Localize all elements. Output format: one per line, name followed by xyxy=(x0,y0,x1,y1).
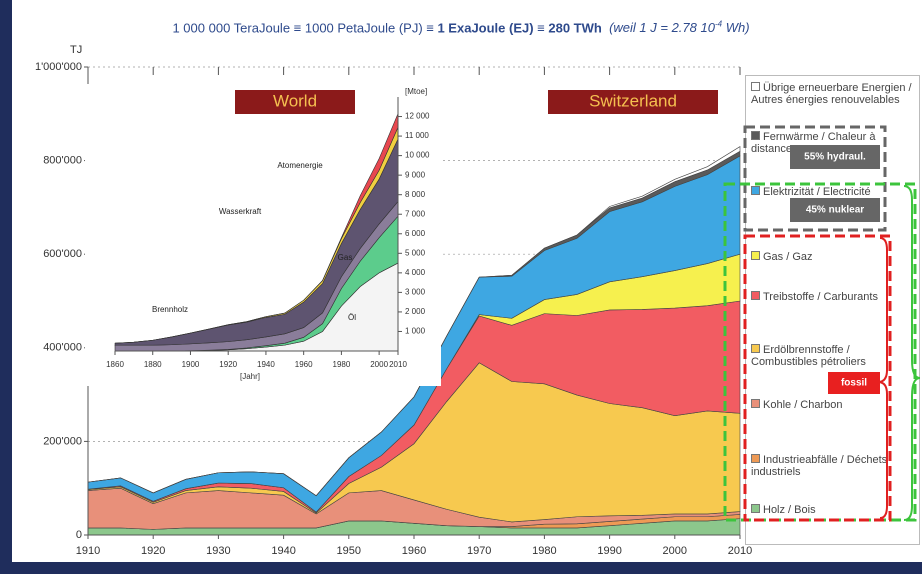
legend-swatch xyxy=(751,131,760,140)
x-tick-label: 1860 xyxy=(106,360,124,369)
y-axis-label: TJ xyxy=(70,44,82,56)
series-label: Brennholz xyxy=(152,305,188,314)
area xyxy=(87,146,741,497)
x-tick-label: 1910 xyxy=(76,545,100,557)
y-tick-label: 800'000 xyxy=(43,155,82,167)
x-tick-label: 1960 xyxy=(295,360,313,369)
legend-label: Elektrizität / Electricité xyxy=(763,186,871,198)
legend-swatch xyxy=(751,251,760,260)
legend-item: Kohle / Charbon xyxy=(751,399,919,411)
chart-title: Switzerland xyxy=(589,91,677,110)
legend-item: Treibstoffe / Carburants xyxy=(751,291,919,303)
series-label: Wasserkraft xyxy=(219,207,262,216)
y-tick-label: 4 000 xyxy=(405,268,426,277)
legend-swatch xyxy=(751,399,760,408)
legend-label: Treibstoffe / Carburants xyxy=(763,291,878,303)
series-label: Kohle xyxy=(320,183,341,192)
legend: Übrige erneuerbare Energien / Autres éne… xyxy=(745,75,920,545)
legend-label: Holz / Bois xyxy=(763,504,816,516)
header-note: (weil 1 J = 2.78 10 xyxy=(609,20,715,36)
legend-item: Fernwärme / Chaleur à distance xyxy=(751,131,919,155)
y-tick-label: 1'000'000 xyxy=(35,61,82,73)
legend-item: Industrieabfälle / Déchets industriels xyxy=(751,454,919,478)
x-tick-label: 1900 xyxy=(182,360,200,369)
y-tick-label: 9 000 xyxy=(405,170,426,179)
y-tick-label: 7 000 xyxy=(405,209,426,218)
legend-swatch xyxy=(751,291,760,300)
y-tick-label: 12 000 xyxy=(405,112,430,121)
y-tick-label: 1 000 xyxy=(405,327,426,336)
y-tick-label: 400'000 xyxy=(43,342,82,354)
x-tick-label: 1940 xyxy=(257,360,275,369)
legend-item: Übrige erneuerbare Energien / Autres éne… xyxy=(751,82,919,106)
x-axis-label: [Jahr] xyxy=(240,372,260,381)
inset-title: World xyxy=(273,91,317,110)
legend-swatch xyxy=(751,82,760,91)
legend-label: Industrieabfälle / Déchets industriels xyxy=(751,454,888,478)
x-tick-label: 1980 xyxy=(532,545,556,557)
y-tick-label: 600'000 xyxy=(43,248,82,260)
header-note: Wh) xyxy=(722,20,750,36)
legend-swatch xyxy=(751,186,760,195)
legend-item: Elektrizität / Electricité xyxy=(751,186,919,198)
header-text: 1 000 000 TeraJoule ≡ 1000 PetaJoule (PJ… xyxy=(172,20,438,36)
y-tick-label: 8 000 xyxy=(405,190,426,199)
legend-label: Erdölbrennstoffe / Combustibles pétrolie… xyxy=(751,344,866,368)
y-tick-label: 3 000 xyxy=(405,287,426,296)
y-axis-label: [Mtoe] xyxy=(405,87,427,96)
y-tick-label: 11 000 xyxy=(405,131,429,140)
legend-item: Gas / Gaz xyxy=(751,251,919,263)
x-tick-label: 1980 xyxy=(333,360,351,369)
legend-swatch xyxy=(751,344,760,353)
x-tick-label: 1950 xyxy=(337,545,361,557)
x-tick-label: 2000 xyxy=(663,545,687,557)
x-tick-label: 2000 xyxy=(370,360,388,369)
x-tick-label: 1990 xyxy=(597,545,621,557)
header: 1 000 000 TeraJoule ≡ 1000 PetaJoule (PJ… xyxy=(0,20,922,35)
y-tick-label: 0 xyxy=(76,529,82,541)
y-tick-label: 10 000 xyxy=(405,151,430,160)
x-tick-label: 1970 xyxy=(467,545,491,557)
x-tick-label: 1920 xyxy=(141,545,165,557)
series-label: Öl xyxy=(348,313,356,322)
x-tick-label: 1930 xyxy=(206,545,230,557)
y-tick-label: 200'000 xyxy=(43,435,82,447)
y-tick-label: 6 000 xyxy=(405,229,426,238)
title-box xyxy=(235,90,355,114)
legend-item: Erdölbrennstoffe / Combustibles pétrolie… xyxy=(751,344,919,368)
x-tick-label: 2010 xyxy=(389,360,407,369)
y-tick-label: 5 000 xyxy=(405,248,426,257)
header-exponent: -4 xyxy=(714,20,723,29)
series-label: Atomenergie xyxy=(277,161,323,170)
y-tick-label: 2 000 xyxy=(405,307,426,316)
legend-item: Holz / Bois xyxy=(751,504,919,516)
header-bold: 1 ExaJoule (EJ) ≡ 280 TWh xyxy=(437,20,602,36)
x-tick-label: 1920 xyxy=(219,360,237,369)
title-box xyxy=(548,90,718,114)
x-tick-label: 2010 xyxy=(728,545,752,557)
legend-label: Übrige erneuerbare Energien / Autres éne… xyxy=(751,82,912,106)
x-tick-label: 1960 xyxy=(402,545,426,557)
legend-label: Gas / Gaz xyxy=(763,251,813,263)
legend-swatch xyxy=(751,504,760,513)
legend-label: Kohle / Charbon xyxy=(763,399,843,411)
legend-swatch xyxy=(751,454,760,463)
x-tick-label: 1940 xyxy=(271,545,295,557)
series-label: Gas xyxy=(338,253,353,262)
legend-label: Fernwärme / Chaleur à distance xyxy=(751,131,876,155)
x-tick-label: 1880 xyxy=(144,360,162,369)
